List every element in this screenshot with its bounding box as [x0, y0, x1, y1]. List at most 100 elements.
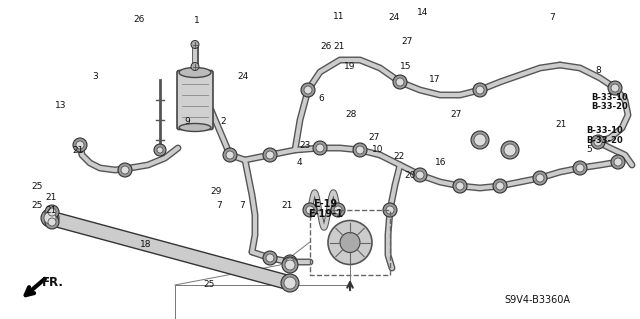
Text: S9V4-B3360A: S9V4-B3360A: [504, 295, 571, 306]
Circle shape: [303, 203, 317, 217]
Text: B-33-20: B-33-20: [591, 102, 628, 111]
Circle shape: [41, 209, 59, 227]
Circle shape: [594, 138, 602, 146]
Circle shape: [191, 63, 199, 70]
Text: 26: 26: [321, 42, 332, 51]
Circle shape: [282, 257, 298, 273]
Circle shape: [453, 179, 467, 193]
Circle shape: [608, 81, 622, 95]
Text: 27: 27: [401, 37, 413, 46]
Text: 7: 7: [239, 201, 244, 210]
Ellipse shape: [179, 123, 211, 131]
Circle shape: [591, 135, 605, 149]
Text: 10: 10: [372, 145, 383, 154]
Text: 27: 27: [368, 133, 380, 142]
Circle shape: [285, 260, 295, 270]
Circle shape: [356, 146, 364, 154]
Text: 20: 20: [404, 171, 415, 180]
Text: 15: 15: [400, 63, 412, 71]
Circle shape: [476, 86, 484, 94]
Circle shape: [383, 203, 397, 217]
Circle shape: [223, 148, 237, 162]
Circle shape: [334, 206, 342, 214]
Text: 25: 25: [31, 182, 43, 191]
Text: 17: 17: [429, 75, 441, 84]
Circle shape: [304, 86, 312, 94]
Circle shape: [48, 208, 56, 216]
Circle shape: [266, 254, 274, 262]
Circle shape: [536, 174, 544, 182]
Text: 18: 18: [140, 240, 152, 249]
Text: 26: 26: [134, 15, 145, 24]
Circle shape: [474, 134, 486, 146]
Ellipse shape: [179, 68, 211, 78]
Text: 6: 6: [319, 94, 324, 103]
Text: 29: 29: [211, 187, 222, 196]
Circle shape: [73, 138, 87, 152]
Circle shape: [573, 161, 587, 175]
Circle shape: [316, 144, 324, 152]
Text: 22: 22: [394, 152, 405, 161]
Circle shape: [328, 220, 372, 264]
Circle shape: [226, 151, 234, 159]
Text: 16: 16: [435, 158, 446, 167]
Text: 27: 27: [450, 110, 461, 119]
Circle shape: [496, 182, 504, 190]
Circle shape: [493, 179, 507, 193]
Text: 3: 3: [92, 72, 97, 81]
Circle shape: [413, 168, 427, 182]
Text: 25: 25: [203, 280, 214, 289]
Circle shape: [331, 203, 345, 217]
Text: E-19: E-19: [313, 199, 337, 209]
Circle shape: [611, 84, 619, 92]
Circle shape: [191, 41, 199, 48]
Text: 28: 28: [345, 110, 356, 119]
Circle shape: [284, 277, 296, 289]
Text: 9: 9: [184, 117, 189, 126]
Circle shape: [471, 131, 489, 149]
Text: 2: 2: [220, 117, 225, 126]
Circle shape: [313, 141, 327, 155]
Text: B-33-10: B-33-10: [586, 126, 623, 135]
Text: 21: 21: [333, 42, 345, 51]
Circle shape: [416, 171, 424, 179]
Text: 13: 13: [55, 101, 67, 110]
Text: 24: 24: [388, 13, 400, 22]
Circle shape: [306, 206, 314, 214]
Circle shape: [121, 166, 129, 174]
Circle shape: [533, 171, 547, 185]
Circle shape: [301, 83, 315, 97]
Text: B-33-20: B-33-20: [586, 137, 623, 145]
Circle shape: [45, 205, 59, 219]
Text: FR.: FR.: [42, 276, 63, 289]
Circle shape: [263, 148, 277, 162]
Text: 21: 21: [72, 146, 84, 155]
Circle shape: [286, 258, 294, 266]
Circle shape: [353, 143, 367, 157]
Circle shape: [504, 144, 516, 156]
Circle shape: [396, 78, 404, 86]
Circle shape: [611, 155, 625, 169]
Circle shape: [154, 144, 166, 156]
Circle shape: [614, 158, 622, 166]
Circle shape: [456, 182, 464, 190]
Circle shape: [266, 151, 274, 159]
Circle shape: [340, 233, 360, 253]
Text: 23: 23: [299, 141, 310, 150]
Text: 21: 21: [45, 206, 57, 215]
Text: 21: 21: [555, 120, 566, 129]
Text: 19: 19: [344, 63, 355, 71]
Circle shape: [281, 274, 299, 292]
Circle shape: [576, 164, 584, 172]
FancyBboxPatch shape: [177, 70, 213, 130]
Circle shape: [157, 147, 163, 153]
Text: 7: 7: [216, 201, 221, 210]
Circle shape: [386, 206, 394, 214]
Circle shape: [263, 251, 277, 265]
Circle shape: [45, 215, 59, 229]
Text: B-33-10: B-33-10: [591, 93, 628, 102]
Text: 7: 7: [549, 13, 554, 22]
Circle shape: [48, 218, 56, 226]
Text: 21: 21: [281, 201, 292, 210]
Text: E-19-1: E-19-1: [308, 209, 342, 219]
